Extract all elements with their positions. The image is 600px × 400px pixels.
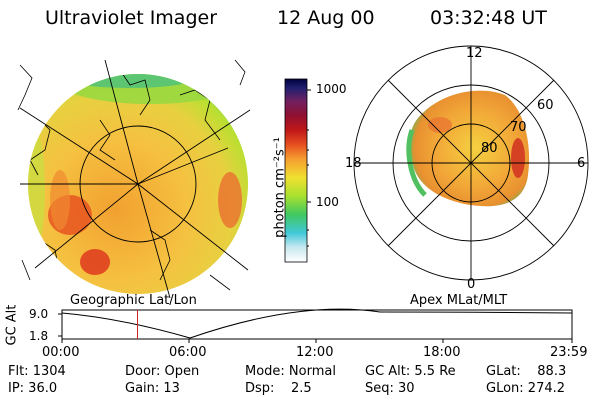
status-seq: Seq: 30: [365, 381, 415, 396]
colorbar: [284, 78, 311, 263]
altitude-xtick-1200: 12:00: [296, 345, 334, 360]
status-mode: Mode: Normal: [245, 364, 336, 379]
status-dsp: Dsp: 2.5: [245, 381, 312, 396]
lat-label-80: 80: [481, 141, 498, 156]
status-gain: Gain: 13: [125, 381, 180, 396]
altitude-xtick-2359: 23:59: [550, 345, 588, 360]
mlt-label-0: 0: [467, 277, 476, 292]
status-flt: Flt: 1304: [8, 364, 66, 379]
altitude-ylabel: GC Alt: [4, 304, 20, 346]
altitude-xtick-0000: 00:00: [42, 345, 80, 360]
polar-panel-caption: Apex MLat/MLT: [410, 293, 508, 308]
altitude-xtick-0600: 06:00: [169, 345, 207, 360]
status-ip: IP: 36.0: [8, 381, 58, 396]
status-glat: GLat: 88.3: [486, 364, 567, 379]
colorbar-tick-100: 100: [316, 195, 339, 209]
date-label: 12 Aug 00: [277, 7, 375, 29]
geographic-image: [17, 59, 251, 299]
lat-label-70: 70: [510, 120, 527, 135]
altitude-xtick-1800: 18:00: [423, 345, 461, 360]
mlt-label-6: 6: [577, 156, 586, 171]
status-door: Door: Open: [125, 364, 200, 379]
colorbar-tick-1000: 1000: [316, 82, 347, 96]
lat-label-60: 60: [537, 98, 554, 113]
instrument-title: Ultraviolet Imager: [45, 7, 218, 29]
geo-panel-caption: Geographic Lat/Lon: [70, 293, 197, 308]
status-glon: GLon: 274.2: [486, 381, 566, 396]
polar-plot: [353, 45, 589, 281]
colorbar-unit-label: photon cm⁻²s⁻¹: [272, 137, 288, 238]
mlt-label-12: 12: [466, 46, 483, 61]
altitude-plot: [58, 308, 573, 343]
altitude-ytick-1.8: 1.8: [29, 329, 49, 343]
status-gc-alt: GC Alt: 5.5 Re: [365, 364, 456, 379]
altitude-ytick-9: 9.0: [29, 307, 49, 321]
mlt-label-18: 18: [345, 156, 362, 171]
time-label: 03:32:48 UT: [430, 7, 547, 29]
